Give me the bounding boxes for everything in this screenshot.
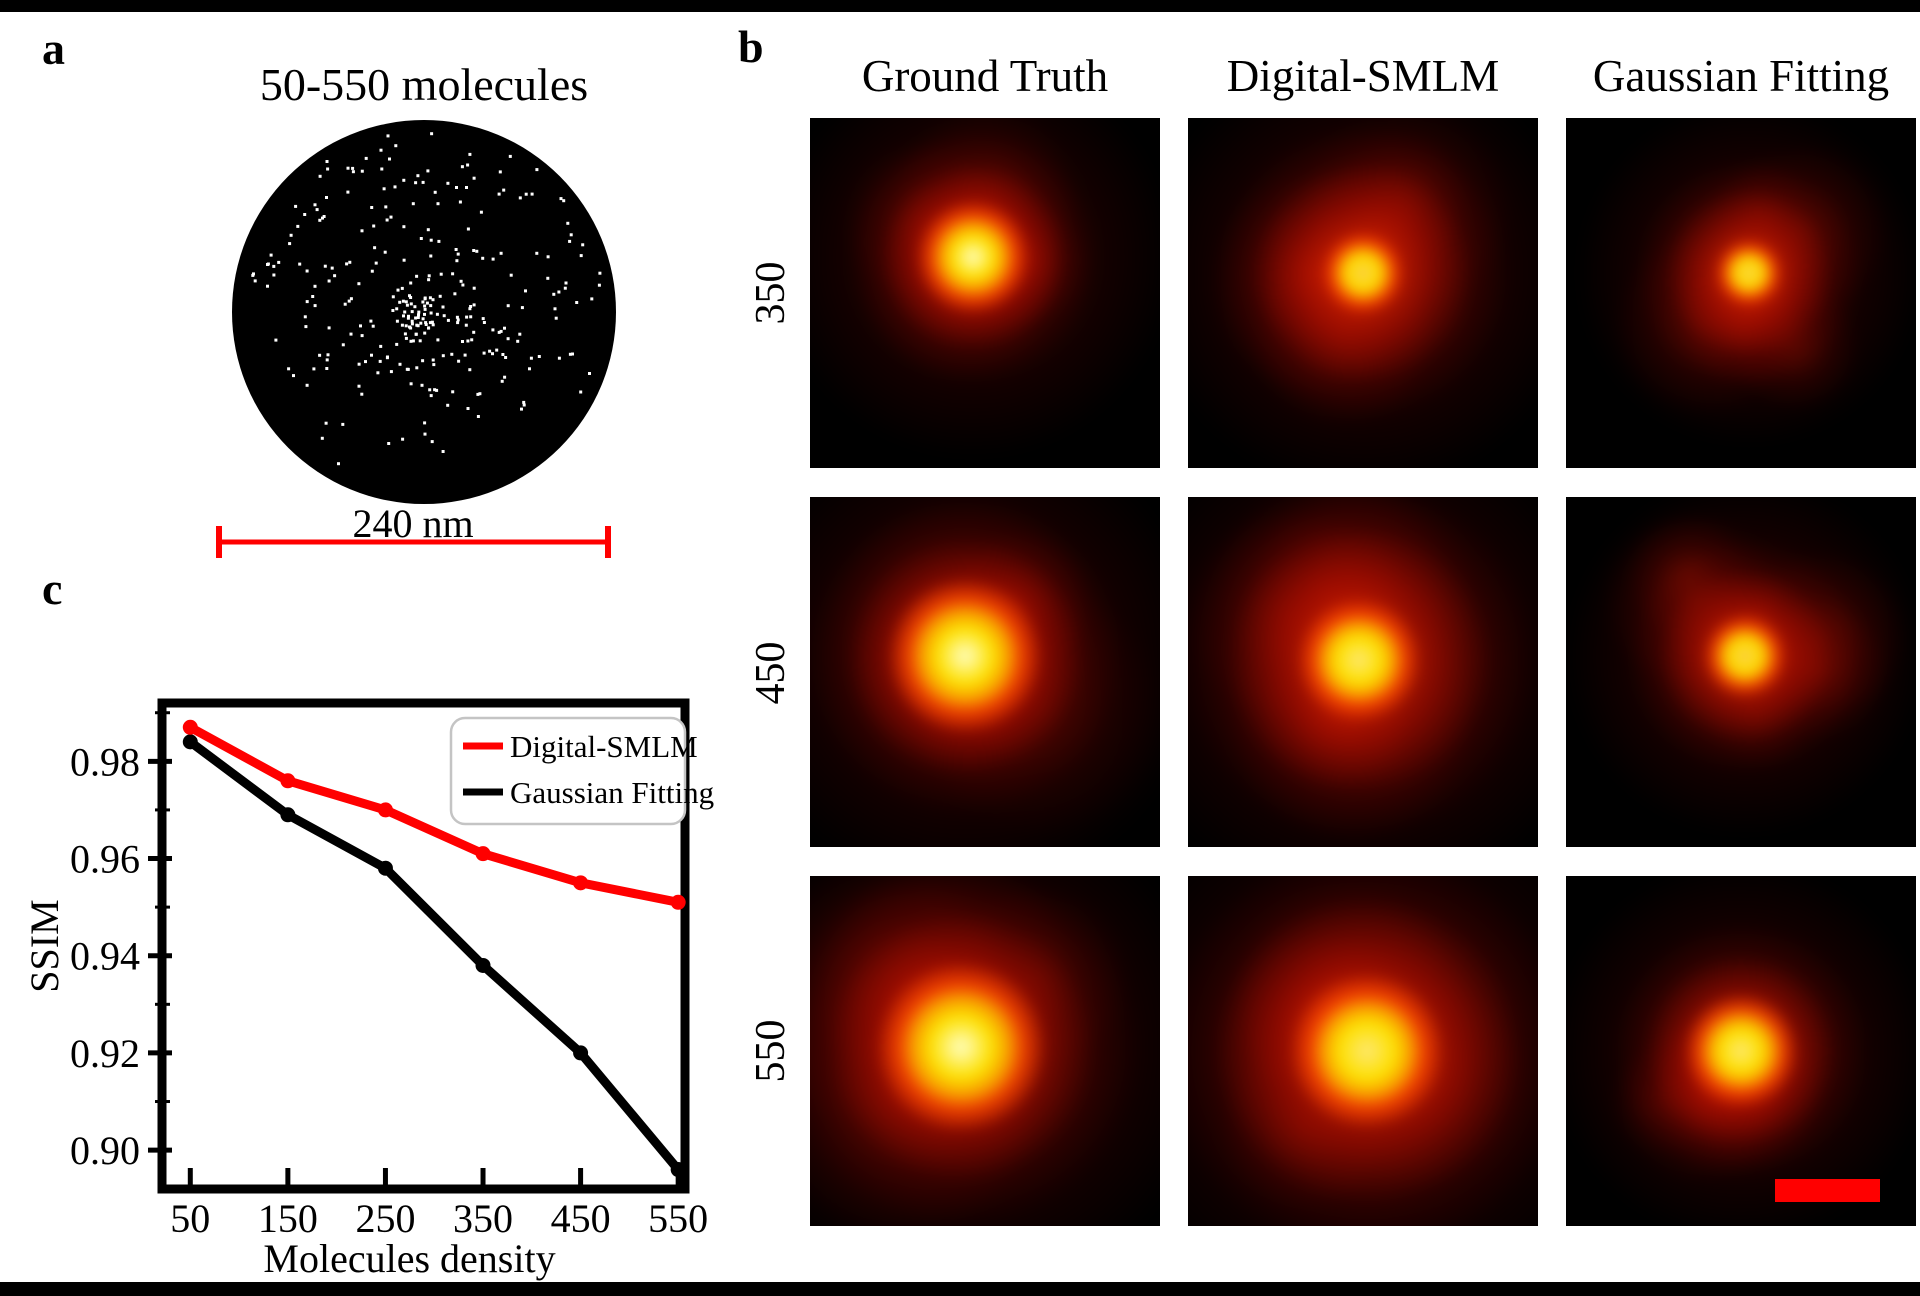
- y-tick-label: 0.90: [70, 1128, 140, 1173]
- x-tick-label: 50: [170, 1196, 210, 1241]
- x-tick-label: 150: [258, 1196, 318, 1241]
- psf-image-gaussian-fitting-350: [1566, 118, 1916, 468]
- psf-blob: [1566, 497, 1916, 847]
- psf-blob: [1188, 118, 1538, 468]
- data-point-Gaussian Fitting: [475, 957, 491, 973]
- psf-blob: [1566, 118, 1916, 468]
- figure-frame-bottom: [0, 1282, 1920, 1296]
- psf-image-gaussian-fitting-450: [1566, 497, 1916, 847]
- data-point-Digital-SMLM: [475, 846, 491, 862]
- psf-image-digital-smlm-550: [1188, 876, 1538, 1226]
- row-label-550: 550: [748, 1019, 794, 1083]
- data-point-Gaussian Fitting: [182, 734, 198, 750]
- y-tick-label: 0.96: [70, 837, 140, 882]
- data-point-Gaussian Fitting: [573, 1045, 589, 1061]
- y-tick-label: 0.92: [70, 1031, 140, 1076]
- column-header-ground-truth: Ground Truth: [861, 51, 1109, 101]
- psf-image-digital-smlm-350: [1188, 118, 1538, 468]
- psf-image-gaussian-fitting-550: [1566, 876, 1916, 1226]
- psf-image-ground-truth-450: [810, 497, 1160, 847]
- figure-frame-top: [0, 0, 1920, 12]
- x-tick-label: 450: [551, 1196, 611, 1241]
- legend-box: [449, 716, 687, 826]
- x-tick-label: 350: [453, 1196, 513, 1241]
- panel-c-label: c: [42, 563, 63, 614]
- molecule-dots: [251, 132, 602, 466]
- molecule-scatter-plot: [216, 120, 616, 558]
- psf-blob: [810, 118, 1160, 468]
- data-point-Digital-SMLM: [377, 802, 393, 818]
- row-label-450: 450: [748, 641, 794, 705]
- psf-blob: [1188, 876, 1538, 1226]
- y-tick-label: 0.94: [70, 934, 140, 979]
- column-header-gaussian-fitting: Gaussian Fitting: [1592, 51, 1890, 101]
- x-tick-label: 250: [355, 1196, 415, 1241]
- psf-blob: [810, 497, 1160, 847]
- panel-b-scale-bar: [1775, 1179, 1880, 1202]
- column-header-digital-smlm: Digital-SMLM: [1226, 51, 1500, 101]
- series-line-Digital-SMLM: [185, 722, 683, 907]
- psf-blob: [810, 876, 1160, 1226]
- y-axis-label: SSIM: [22, 899, 67, 992]
- scale-bar-label: 240 nm: [352, 501, 474, 546]
- legend-label: Digital-SMLM: [510, 729, 698, 764]
- panel-a-label: a: [42, 23, 65, 74]
- psf-blob: [1566, 876, 1916, 1226]
- x-axis-label: Molecules density: [263, 1236, 555, 1281]
- x-tick-label: 550: [648, 1196, 708, 1241]
- series-line-Gaussian Fitting: [185, 737, 683, 1175]
- data-point-Digital-SMLM: [182, 719, 198, 735]
- psf-image-ground-truth-550: [810, 876, 1160, 1226]
- molecule-disk: [232, 120, 616, 504]
- scale-bar-240nm: [216, 526, 611, 558]
- ssim-line-chart: 0.98 0.96 0.94 0.92 0.90 50 150 250 350 450 550 SSI…: [22, 698, 714, 1281]
- y-tick-label: 0.98: [70, 739, 140, 784]
- data-point-Gaussian Fitting: [377, 860, 393, 876]
- psf-image-digital-smlm-450: [1188, 497, 1538, 847]
- plot-spines: [157, 698, 690, 1194]
- panel-a-title: 50-550 molecules: [259, 59, 589, 110]
- data-point-Digital-SMLM: [573, 875, 589, 891]
- data-point-Gaussian Fitting: [670, 1162, 686, 1178]
- row-label-350: 350: [748, 261, 794, 325]
- data-point-Digital-SMLM: [670, 894, 686, 910]
- legend-label: Gaussian Fitting: [510, 775, 714, 810]
- panel-b-label: b: [738, 21, 764, 72]
- data-point-Digital-SMLM: [280, 773, 296, 789]
- data-point-Gaussian Fitting: [280, 807, 296, 823]
- psf-image-ground-truth-350: [810, 118, 1160, 468]
- psf-blob: [1188, 497, 1538, 847]
